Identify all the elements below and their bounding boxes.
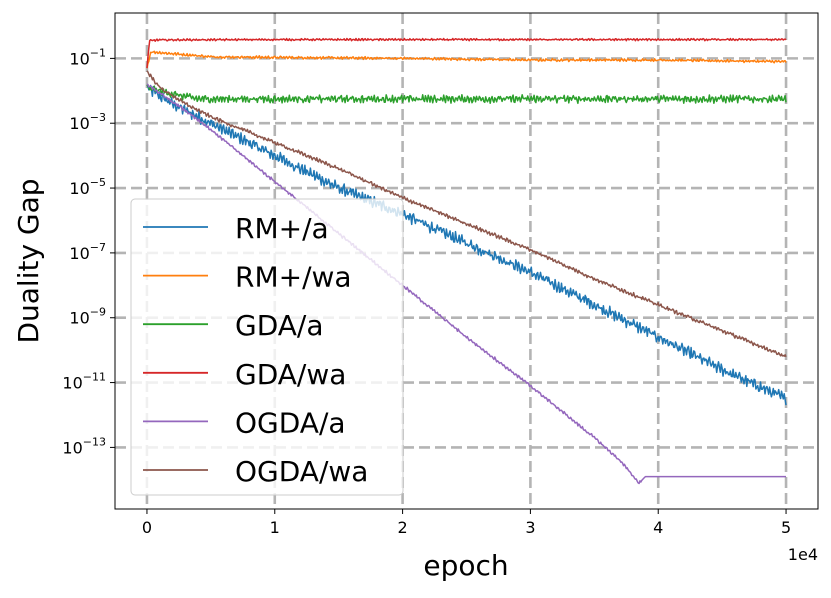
y-tick-label: 10−9 [69, 306, 106, 328]
x-tick-label: 0 [142, 518, 152, 537]
y-tick-base: 10 [62, 374, 82, 393]
y-tick-label: 10−11 [62, 371, 106, 393]
y-tick-base: 10 [69, 309, 89, 328]
series-line [146, 37, 787, 69]
legend: RM+/a RM+/wa GDA/a GDA/wa OGDA/a OGDA/wa [130, 198, 404, 496]
x-axis-label: epoch [423, 549, 508, 582]
series-line [146, 50, 787, 69]
series-line [147, 84, 787, 406]
legend-label: RM+/a [235, 212, 329, 245]
y-tick-label: 10−7 [69, 241, 106, 263]
y-tick-base: 10 [69, 244, 89, 263]
y-tick-exponent: −5 [90, 176, 106, 189]
y-tick-base: 10 [69, 49, 89, 68]
y-axis-label: Duality Gap [12, 178, 45, 343]
series-lines [146, 37, 787, 485]
y-tick-base: 10 [69, 179, 89, 198]
x-tick-label: 5 [781, 518, 791, 537]
legend-label: GDA/a [235, 309, 324, 342]
x-tick-label: 4 [653, 518, 663, 537]
series-line [146, 70, 787, 358]
y-tick-label: 10−3 [69, 111, 106, 133]
y-tick-exponent: −1 [90, 46, 106, 59]
series-line [146, 83, 786, 485]
x-offset-label: 1e4 [788, 545, 818, 564]
y-tick-label: 10−5 [69, 176, 106, 198]
legend-label: RM+/wa [235, 261, 352, 294]
y-tick-base: 10 [62, 438, 82, 457]
plot-frame [114, 12, 819, 510]
y-tick-base: 10 [69, 114, 89, 133]
series-line [146, 83, 787, 105]
y-tick-exponent: −7 [90, 241, 106, 254]
x-tick-label: 2 [397, 518, 407, 537]
y-tick-exponent: −9 [90, 306, 106, 319]
legend-label: OGDA/a [235, 406, 346, 439]
y-tick-exponent: −11 [83, 371, 106, 384]
legend-label: GDA/wa [235, 358, 346, 391]
y-tick-exponent: −3 [90, 111, 106, 124]
x-tick-label: 3 [525, 518, 535, 537]
legend-label: OGDA/wa [235, 455, 368, 488]
y-tick-label: 10−1 [69, 46, 106, 68]
x-tick-label: 1 [270, 518, 280, 537]
y-tick-exponent: −13 [83, 435, 106, 448]
y-tick-label: 10−13 [62, 435, 106, 457]
